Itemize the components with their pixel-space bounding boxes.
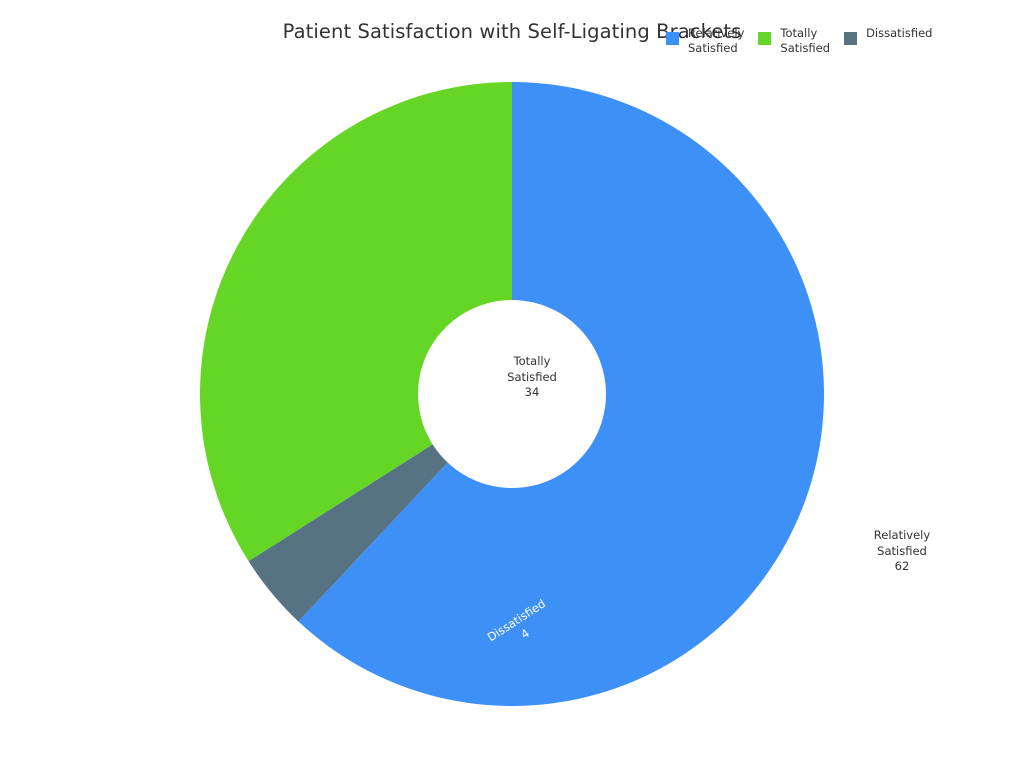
legend-label-relatively-satisfied: Relatively Satisfied xyxy=(688,26,745,55)
legend-item-dissatisfied[interactable]: Dissatisfied xyxy=(844,26,932,45)
donut-wedges xyxy=(200,82,824,706)
chart-title: Patient Satisfaction with Self-Ligating … xyxy=(282,20,742,43)
legend-swatch-dissatisfied xyxy=(844,32,858,45)
chart-legend: Relatively Satisfied Totally Satisfied D… xyxy=(666,26,996,70)
legend-item-totally-satisfied[interactable]: Totally Satisfied xyxy=(758,26,830,56)
donut-wedge-dissatisfied[interactable] xyxy=(248,444,448,622)
wedge-label-relatively-satisfied: Relatively Satisfied 62 xyxy=(873,528,931,573)
donut-wedge-totally-satisfied[interactable] xyxy=(200,82,513,562)
legend-swatch-totally-satisfied xyxy=(758,32,772,45)
legend-label-dissatisfied: Dissatisfied xyxy=(866,26,933,40)
donut-wedge-relatively-satisfied[interactable] xyxy=(298,82,824,706)
legend-swatch-relatively-satisfied xyxy=(666,32,679,45)
donut-chart: Relatively Satisfied 62 Totally Satisfie… xyxy=(200,82,930,706)
legend-label-totally-satisfied: Totally Satisfied xyxy=(780,26,831,55)
legend-item-relatively-satisfied[interactable]: Relatively Satisfied xyxy=(666,26,744,56)
donut-svg xyxy=(200,82,824,706)
